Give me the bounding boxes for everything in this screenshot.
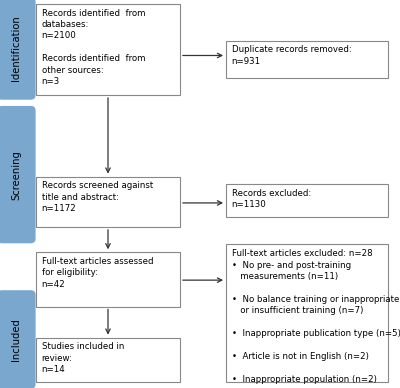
Text: Records identified  from
databases:
n=2100

Records identified  from
other sourc: Records identified from databases: n=210… xyxy=(42,9,145,86)
FancyBboxPatch shape xyxy=(0,0,36,100)
Text: Full-text articles assessed
for eligibility:
n=42: Full-text articles assessed for eligibil… xyxy=(42,257,153,289)
FancyBboxPatch shape xyxy=(36,177,180,227)
FancyBboxPatch shape xyxy=(0,290,36,388)
FancyBboxPatch shape xyxy=(226,244,388,382)
FancyBboxPatch shape xyxy=(0,106,36,243)
Text: Records screened against
title and abstract:
n=1172: Records screened against title and abstr… xyxy=(42,181,153,213)
FancyBboxPatch shape xyxy=(36,338,180,382)
FancyBboxPatch shape xyxy=(36,252,180,307)
FancyBboxPatch shape xyxy=(36,4,180,95)
Text: Identification: Identification xyxy=(11,16,22,81)
Text: Full-text articles excluded: n=28
•  No pre- and post-training
   measurements (: Full-text articles excluded: n=28 • No p… xyxy=(232,249,400,388)
Text: Duplicate records removed:
n=931: Duplicate records removed: n=931 xyxy=(232,45,351,66)
Text: Studies included in
review:
n=14: Studies included in review: n=14 xyxy=(42,342,124,374)
FancyBboxPatch shape xyxy=(226,184,388,217)
Text: Screening: Screening xyxy=(11,150,22,199)
Text: Included: Included xyxy=(11,318,22,361)
Text: Records excluded:
n=1130: Records excluded: n=1130 xyxy=(232,189,311,210)
FancyBboxPatch shape xyxy=(226,41,388,78)
